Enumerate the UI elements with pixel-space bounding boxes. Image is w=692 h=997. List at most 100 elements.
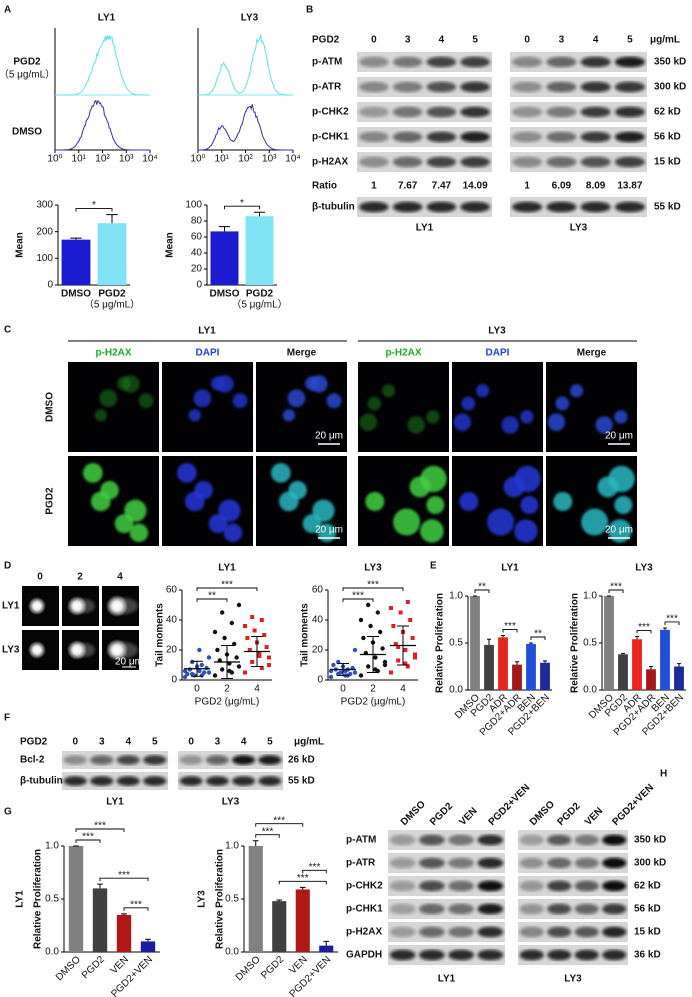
blot-row-label: p-ATM bbox=[312, 57, 342, 68]
data-point bbox=[257, 651, 262, 655]
blot-band bbox=[574, 834, 599, 846]
x-tick-label: 2 bbox=[224, 684, 230, 695]
data-point bbox=[389, 670, 393, 675]
blot-background bbox=[510, 152, 647, 172]
blot-row-label: Ratio bbox=[312, 181, 337, 192]
y-tick-label: 1.0 bbox=[45, 841, 59, 852]
blot-band bbox=[389, 880, 416, 892]
ratio-value: 6.09 bbox=[552, 181, 572, 192]
significance-label: *** bbox=[367, 580, 379, 591]
blot-background bbox=[518, 899, 628, 919]
flow-x-tick-label: 10⁰ bbox=[190, 154, 205, 165]
significance-label: *** bbox=[610, 582, 622, 593]
blot-band bbox=[512, 156, 543, 168]
sd-bar bbox=[191, 660, 203, 677]
data-point bbox=[222, 635, 227, 641]
nucleus bbox=[581, 508, 609, 536]
blot-band bbox=[614, 131, 645, 143]
nucleus bbox=[326, 393, 342, 409]
dose-label: 3 bbox=[405, 35, 411, 46]
blot-band bbox=[389, 949, 416, 961]
scale-label: 20 μm bbox=[115, 657, 143, 668]
nucleus bbox=[407, 416, 425, 434]
error-bar bbox=[621, 652, 625, 655]
data-point bbox=[250, 660, 255, 664]
blot-band bbox=[389, 926, 416, 938]
data-point bbox=[408, 618, 413, 622]
blot-band bbox=[477, 903, 504, 915]
bar bbox=[248, 846, 263, 952]
data-point bbox=[413, 652, 417, 657]
blot-band bbox=[389, 857, 416, 869]
panel-label: D bbox=[4, 561, 11, 572]
data-point bbox=[413, 655, 417, 660]
x-tick-label: PGD2 bbox=[246, 289, 274, 300]
significance-bracket bbox=[278, 880, 327, 885]
ratio-value: 13.87 bbox=[617, 181, 642, 192]
nucleus bbox=[359, 413, 378, 432]
y-tick-label: 20 bbox=[191, 264, 203, 275]
dose-label: 5 bbox=[267, 737, 273, 748]
bar bbox=[484, 644, 494, 690]
error-bar bbox=[252, 840, 259, 846]
dose-label: 0 bbox=[72, 737, 78, 748]
data-point bbox=[352, 647, 358, 653]
x-axis-label: PGD2 (μg/mL) bbox=[341, 697, 406, 708]
x-tick-label: PGD2 bbox=[80, 954, 107, 981]
data-point bbox=[410, 636, 415, 640]
blot-band bbox=[602, 857, 627, 869]
bar bbox=[632, 639, 642, 690]
blot-background bbox=[518, 945, 628, 965]
blot-band bbox=[602, 926, 627, 938]
significance-bracket bbox=[123, 907, 149, 911]
error-bar bbox=[323, 940, 330, 946]
blot-band bbox=[460, 81, 490, 93]
blot-band bbox=[359, 81, 389, 93]
data-point bbox=[391, 624, 396, 628]
column-label: DMSO bbox=[399, 799, 428, 828]
nucleus bbox=[90, 491, 111, 512]
blot-size-label: 15 kD bbox=[634, 927, 661, 938]
blot-band bbox=[519, 903, 544, 915]
blot-background bbox=[510, 127, 647, 147]
blot-band bbox=[258, 755, 282, 765]
data-point bbox=[403, 648, 408, 652]
blot-band bbox=[614, 56, 645, 68]
data-point bbox=[366, 664, 371, 669]
group-label: LY3 bbox=[222, 797, 240, 808]
nucleus bbox=[129, 523, 149, 543]
chart-title: LY3 bbox=[364, 563, 382, 574]
y-tick-label: 40 bbox=[191, 248, 203, 259]
blot-size-label: 56 kD bbox=[634, 904, 661, 915]
bar bbox=[272, 901, 287, 952]
nucleus bbox=[223, 523, 243, 543]
significance-bracket bbox=[224, 205, 260, 210]
sd-bar bbox=[367, 636, 379, 673]
significance-label: *** bbox=[118, 870, 130, 881]
x-tick-note: （5 μg/mL） bbox=[84, 299, 140, 311]
blot-band bbox=[179, 755, 203, 765]
error-bar bbox=[97, 883, 103, 889]
blot-band bbox=[359, 201, 389, 213]
blot-band bbox=[547, 926, 572, 938]
nucleus bbox=[310, 375, 328, 393]
y-tick-label: 40 bbox=[166, 615, 178, 626]
blot-background bbox=[357, 102, 492, 122]
row-label: PGD2 bbox=[45, 487, 56, 515]
data-point bbox=[243, 624, 247, 628]
blot-band bbox=[359, 106, 389, 118]
data-point bbox=[264, 645, 269, 649]
nucleus bbox=[188, 409, 202, 422]
nucleus bbox=[232, 393, 248, 409]
data-point bbox=[236, 602, 242, 608]
nucleus bbox=[514, 519, 538, 543]
data-point bbox=[382, 662, 388, 668]
blot-band bbox=[614, 81, 645, 93]
nucleus bbox=[553, 491, 573, 512]
blot-band bbox=[460, 201, 490, 213]
blot-row-label: p-CHK2 bbox=[312, 107, 349, 118]
blot-band bbox=[448, 880, 474, 892]
data-point bbox=[358, 673, 364, 678]
x-tick-label: DMSO bbox=[61, 289, 91, 300]
blot-background bbox=[518, 922, 628, 942]
